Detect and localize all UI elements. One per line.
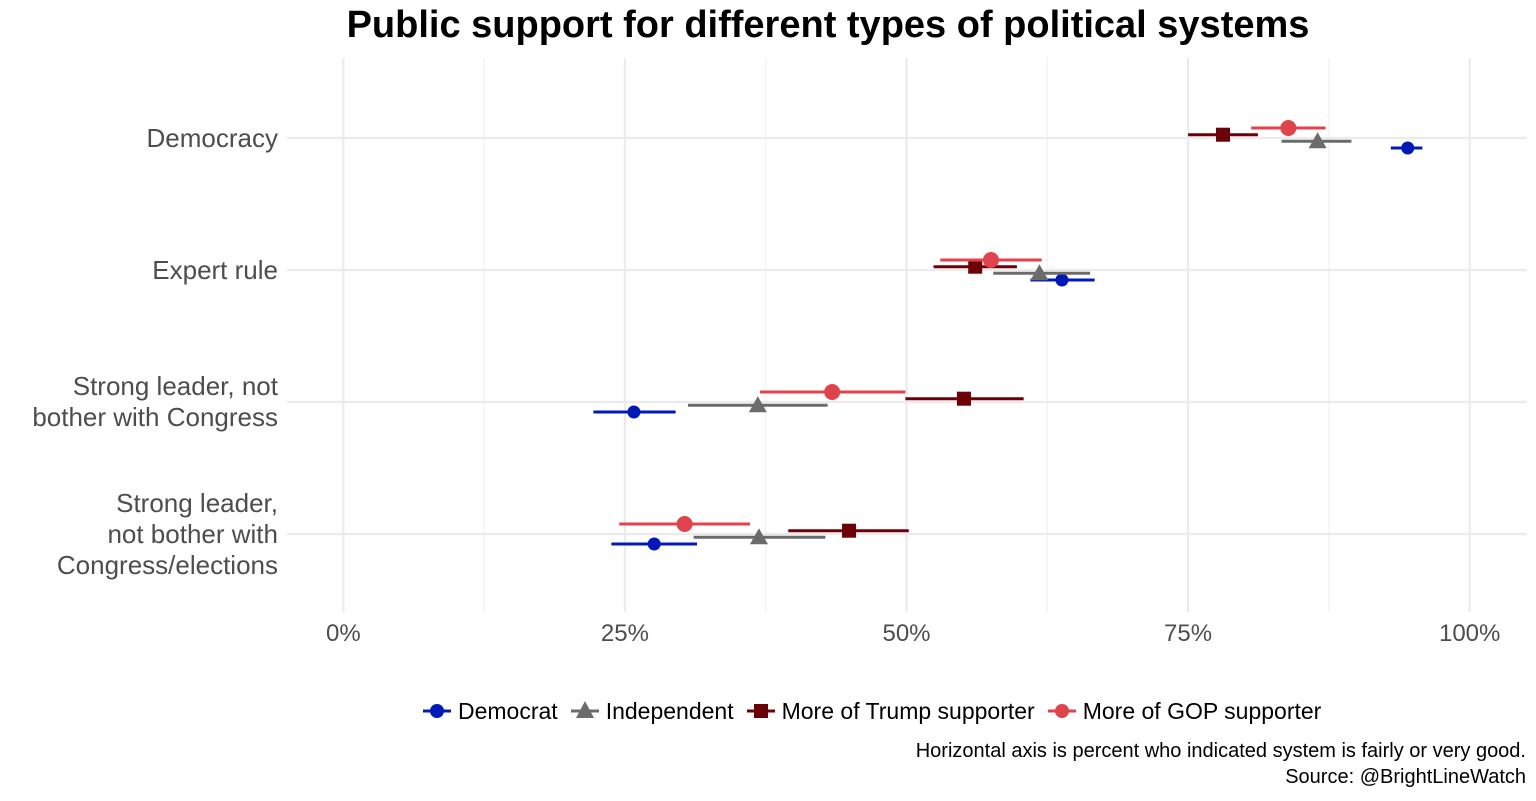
chart-title: Public support for different types of po… bbox=[346, 4, 1310, 46]
caption-note: Horizontal axis is percent who indicated… bbox=[915, 740, 1526, 762]
data-point bbox=[824, 384, 841, 400]
caption: Horizontal axis is percent who indicated… bbox=[916, 738, 1526, 790]
legend-label: Independent bbox=[605, 697, 734, 724]
data-point bbox=[627, 405, 641, 419]
y-axis-label: Strong leader, not bother with Congress bbox=[32, 371, 278, 432]
legend-label: More of Trump supporter bbox=[781, 697, 1035, 724]
data-point bbox=[1030, 264, 1049, 281]
legend-item: More of Trump supporter bbox=[744, 694, 1035, 728]
data-point bbox=[1401, 141, 1415, 155]
y-axis-label: Expert rule bbox=[152, 254, 278, 285]
data-point bbox=[676, 516, 693, 532]
x-axis-tick-label: 75% bbox=[1164, 620, 1213, 647]
data-point bbox=[968, 259, 983, 274]
x-axis-tick-label: 50% bbox=[882, 620, 931, 647]
data-point bbox=[749, 528, 768, 545]
data-point bbox=[1280, 120, 1297, 136]
legend-label: Democrat bbox=[458, 697, 558, 724]
x-axis-tick-label: 25% bbox=[600, 620, 649, 647]
y-axis-label: Democracy bbox=[146, 122, 278, 153]
data-point bbox=[1216, 127, 1231, 142]
caption-source: Source: @BrightLineWatch bbox=[1285, 766, 1526, 788]
data-marks bbox=[593, 120, 1423, 551]
legend-key bbox=[746, 704, 775, 718]
legend-item: Democrat bbox=[420, 694, 558, 728]
data-point bbox=[1055, 273, 1069, 287]
legend-item: More of GOP supporter bbox=[1045, 694, 1322, 728]
legend-label: More of GOP supporter bbox=[1082, 697, 1322, 724]
data-point bbox=[956, 391, 971, 406]
data-point bbox=[842, 523, 857, 538]
data-point bbox=[647, 537, 661, 551]
x-axis-tick-label: 0% bbox=[325, 620, 361, 647]
data-point bbox=[1308, 132, 1327, 149]
legend-item: Independent bbox=[568, 694, 734, 728]
legend-key bbox=[423, 704, 451, 718]
x-axis-tick-label: 100% bbox=[1438, 620, 1501, 647]
legend: Democrat Independent More of Trump support… bbox=[420, 694, 1331, 728]
y-axis-label: Strong leader, not bother with Congress/el… bbox=[56, 487, 278, 580]
data-point bbox=[982, 252, 999, 268]
legend-key bbox=[570, 701, 599, 718]
data-point bbox=[748, 396, 767, 413]
legend-key bbox=[1047, 704, 1076, 718]
